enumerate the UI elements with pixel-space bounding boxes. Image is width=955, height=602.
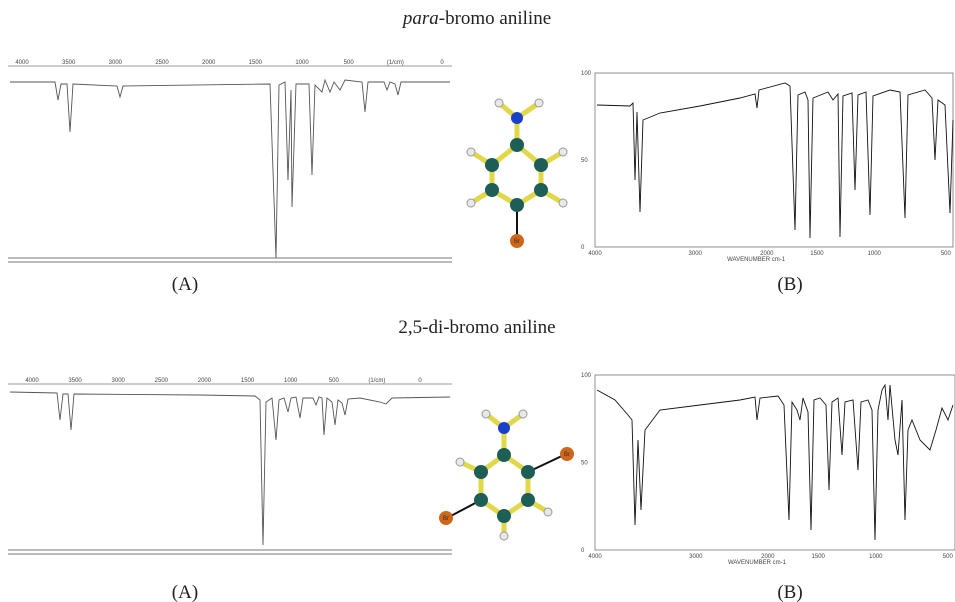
y-tick-label: 50 — [581, 461, 588, 467]
x-tick-label: 0 — [440, 60, 444, 66]
y-tick-label: 0 — [581, 245, 585, 251]
x-tick-label: 500 — [943, 554, 954, 560]
figure-title: 2,5-di-bromo aniline — [398, 317, 555, 338]
x-tick-label: 1000 — [295, 60, 309, 66]
x-tick-label: 500 — [329, 378, 340, 384]
x-axis-label: WAVENUMBER cm-1 — [727, 257, 786, 263]
x-tick-label: 1500 — [810, 251, 824, 257]
atom-label: Br — [564, 452, 570, 458]
x-tick-label: (1/cm) — [387, 60, 404, 66]
x-tick-label: (1/cm) — [368, 378, 385, 384]
panel-label: (A) — [172, 582, 198, 602]
x-tick-label: 1000 — [284, 378, 298, 384]
x-tick-label: 1500 — [812, 554, 826, 560]
x-tick-label: 4000 — [588, 251, 602, 257]
x-tick-label: 0 — [418, 378, 422, 384]
title-rest: -bromo aniline — [439, 8, 551, 29]
x-axis-label: WAVENUMBER cm-1 — [728, 560, 787, 566]
x-tick-label: 3000 — [112, 378, 126, 384]
x-tick-label: 4000 — [588, 554, 602, 560]
y-tick-label: 50 — [581, 158, 588, 164]
x-tick-label: 3000 — [689, 554, 703, 560]
spectrum-a — [8, 384, 452, 554]
y-tick-label: 100 — [581, 373, 592, 379]
panel-label: (A) — [172, 274, 198, 295]
x-tick-label: 3500 — [68, 378, 82, 384]
y-tick-label: 100 — [581, 71, 592, 77]
x-tick-label: 2500 — [155, 60, 169, 66]
x-tick-label: 2000 — [198, 378, 212, 384]
panel-label: (B) — [777, 582, 802, 602]
x-tick-label: 1000 — [868, 251, 882, 257]
spectrum-b — [595, 375, 955, 550]
x-tick-label: 1500 — [241, 378, 255, 384]
x-tick-label: 1000 — [869, 554, 883, 560]
figure: para-bromo aniline 2,5-di-bromo aniline … — [0, 0, 955, 602]
y-tick-label: 0 — [581, 548, 585, 554]
molecule: Br Br — [439, 410, 574, 540]
x-tick-label: 500 — [941, 251, 952, 257]
x-tick-label: 3000 — [109, 60, 123, 66]
panel-label: (B) — [777, 274, 802, 295]
figure-title: para-bromo aniline — [401, 8, 551, 29]
x-tick-label: 1500 — [249, 60, 263, 66]
atom-label: Br — [443, 516, 449, 522]
title-italic: para — [401, 8, 439, 29]
x-tick-label: 4000 — [25, 378, 39, 384]
molecule: Br — [467, 99, 567, 248]
x-tick-label: 3500 — [62, 60, 76, 66]
x-tick-label: 3000 — [689, 251, 703, 257]
x-tick-label: 4000 — [15, 60, 29, 66]
x-tick-label: 2000 — [202, 60, 216, 66]
x-tick-label: 500 — [344, 60, 355, 66]
atom-label: Br — [514, 239, 520, 245]
x-tick-label: 2500 — [155, 378, 169, 384]
spectrum-b — [595, 73, 953, 247]
spectrum-a — [8, 66, 452, 262]
